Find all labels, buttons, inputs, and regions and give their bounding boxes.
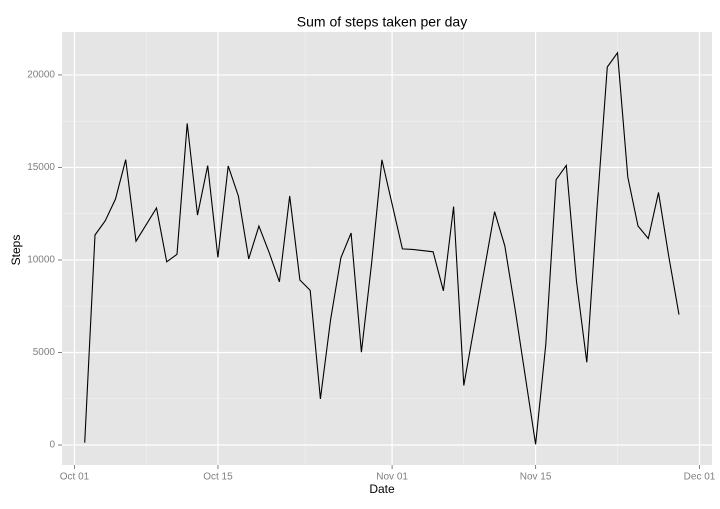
x-axis-label: Date — [369, 482, 395, 496]
y-tick-label: 0 — [49, 440, 55, 451]
x-tick-label: Oct 15 — [203, 472, 233, 483]
y-tick-label: 15000 — [27, 162, 55, 173]
panel — [62, 32, 712, 465]
x-tick-label: Nov 15 — [520, 472, 552, 483]
x-tick-label: Dec 01 — [684, 472, 716, 483]
data-line — [84, 51, 680, 445]
y-tick-label: 20000 — [27, 70, 55, 81]
y-tick-label: 10000 — [27, 255, 55, 266]
x-tick-label: Nov 01 — [376, 472, 408, 483]
y-axis-label: Steps — [9, 235, 23, 266]
x-tick-label: Oct 01 — [60, 472, 90, 483]
chart-title: Sum of steps taken per day — [297, 14, 467, 30]
y-tick-label: 5000 — [33, 347, 56, 358]
